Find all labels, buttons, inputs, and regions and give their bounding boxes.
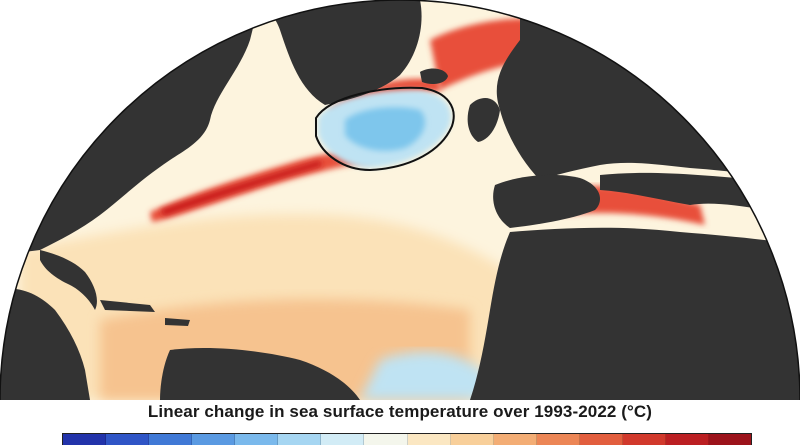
cold-blob-core [345,107,425,151]
colorbar-swatch-6 [321,434,365,445]
colorbar-swatch-13 [622,434,666,445]
colorbar-swatch-2 [149,434,193,445]
equatorial-cool-patch [360,351,490,400]
colorbar-swatch-15 [708,434,751,445]
colorbar-swatch-1 [106,434,150,445]
british-isles [467,98,500,142]
gulf-stream-warming [150,150,372,222]
colorbar [62,433,752,445]
gulf-stream-core [160,160,322,216]
scandinavia-europe [496,0,800,180]
colorbar-swatch-9 [450,434,494,445]
greenland [260,0,422,105]
colorbar-swatch-3 [192,434,236,445]
cold-blob-outline [315,86,455,172]
colorbar-swatch-0 [63,434,107,445]
iberia [493,174,600,228]
hispaniola [165,318,190,326]
colorbar-swatch-14 [665,434,709,445]
florida [40,250,97,310]
cuba [100,300,155,312]
colorbar-swatch-5 [278,434,322,445]
iceland [420,68,448,84]
central-america [0,288,90,400]
colorbar-swatch-8 [407,434,451,445]
colorbar-swatch-7 [364,434,408,445]
africa [470,227,800,400]
colorbar-title: Linear change in sea surface temperature… [147,402,653,421]
colorbar-swatch-11 [536,434,580,445]
globe-body [0,0,800,400]
south-america [160,348,360,400]
colorbar-swatch-10 [493,434,537,445]
globe-edge [0,0,800,400]
sst-map-canvas [0,0,800,400]
colorbar-swatch-4 [235,434,279,445]
colorbar-swatch-12 [579,434,623,445]
sst-map [0,0,800,400]
